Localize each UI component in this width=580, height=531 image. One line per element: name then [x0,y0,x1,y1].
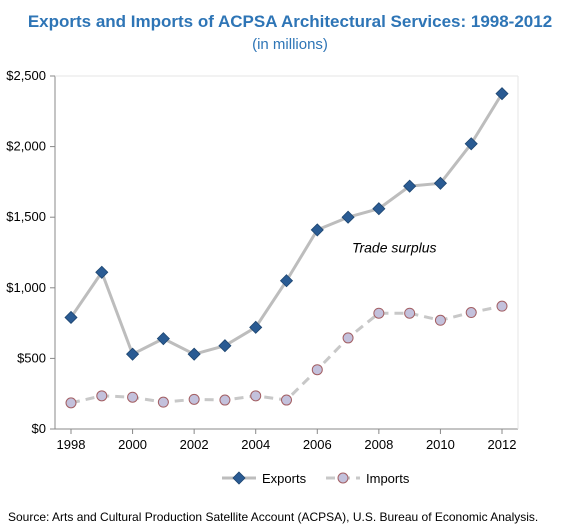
legend-exports-marker [232,471,246,485]
exports-point [310,223,324,237]
exports-point [187,347,201,361]
exports-point [64,310,78,325]
imports-point [311,364,323,376]
imports-point [127,391,139,403]
imports-point [65,397,77,409]
exports-point [341,210,355,224]
exports-point [372,202,386,216]
exports-line [69,92,504,356]
exports-point [464,137,478,151]
annotation-trade-surplus: Trade surplus [352,240,437,256]
imports-point [342,332,354,344]
exports-point [95,265,109,279]
legend: Exports Imports [222,471,410,486]
imports-point [373,307,385,319]
x-tick-label: 2006 [303,437,332,452]
imports-point [96,390,108,402]
series-layer [64,87,509,409]
exports-point [156,332,170,346]
series-imports [65,300,508,409]
imports-point [404,307,416,319]
x-tick-label: 2012 [488,437,517,452]
exports-point [495,87,509,101]
y-tick-label: $1,500 [6,209,46,224]
exports-point [249,320,263,334]
imports-point [465,307,477,319]
imports-point [496,300,508,312]
legend-imports-marker [337,472,349,484]
x-tick-label: 2004 [241,437,270,452]
source-note: Source: Arts and Cultural Production Sat… [8,510,539,524]
legend-exports-label: Exports [262,471,307,486]
annotation-layer: Trade surplus [352,240,437,256]
imports-point [157,396,169,408]
exports-point [433,176,447,190]
chart-subtitle: (in millions) [252,36,328,53]
x-tick-label: 2008 [364,437,393,452]
x-tick-label: 2000 [118,437,147,452]
y-tick-label: $500 [17,350,46,365]
y-tick-label: $1,000 [6,280,46,295]
y-tick-label: $2,500 [6,68,46,83]
exports-point [218,339,232,353]
axes: $0 $500 $1,000 $1,500 $2,000 $2,500 1998 2000 20… [6,68,519,452]
imports-point [281,394,292,406]
y-tick-label: $0 [32,421,46,436]
y-tick-label: $2,000 [6,139,46,154]
exports-point [403,179,417,193]
x-tick-label: 2010 [426,437,455,452]
x-tick-label: 1998 [57,437,86,452]
imports-point [219,394,231,406]
series-exports [64,87,509,361]
x-tick-label: 2002 [180,437,209,452]
imports-point [434,314,446,326]
exports-point [279,274,294,288]
imports-point [188,393,200,405]
exports-point [126,347,140,361]
legend-imports-label: Imports [366,471,410,486]
chart-title: Exports and Imports of ACPSA Architectur… [27,12,553,31]
imports-point [250,390,262,402]
